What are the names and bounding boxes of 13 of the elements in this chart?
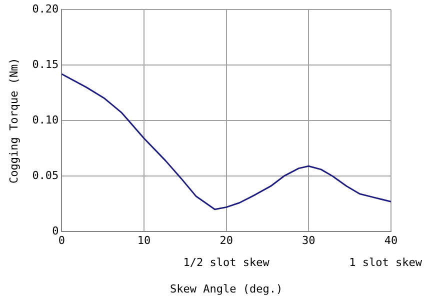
text: 1 slot skew	[349, 256, 422, 269]
text: 1/2 slot skew	[183, 256, 270, 269]
y-tick-label: 0.15	[32, 58, 59, 71]
y-tick-label: 0.20	[32, 2, 59, 16]
x-tick-label: 30	[302, 234, 316, 248]
y-axis-title: Cogging Torque (Nm)	[7, 58, 20, 184]
y-tick-label: 0.10	[32, 113, 59, 126]
y-tick-label: 0.05	[32, 168, 59, 182]
x-axis-title: Skew Angle (deg.)	[170, 282, 283, 296]
x-tick-label: 20	[220, 234, 233, 248]
x-tick-label: 40	[384, 234, 398, 248]
y-tick-label: 0	[52, 224, 59, 238]
x-tick-label: 10	[137, 234, 151, 248]
